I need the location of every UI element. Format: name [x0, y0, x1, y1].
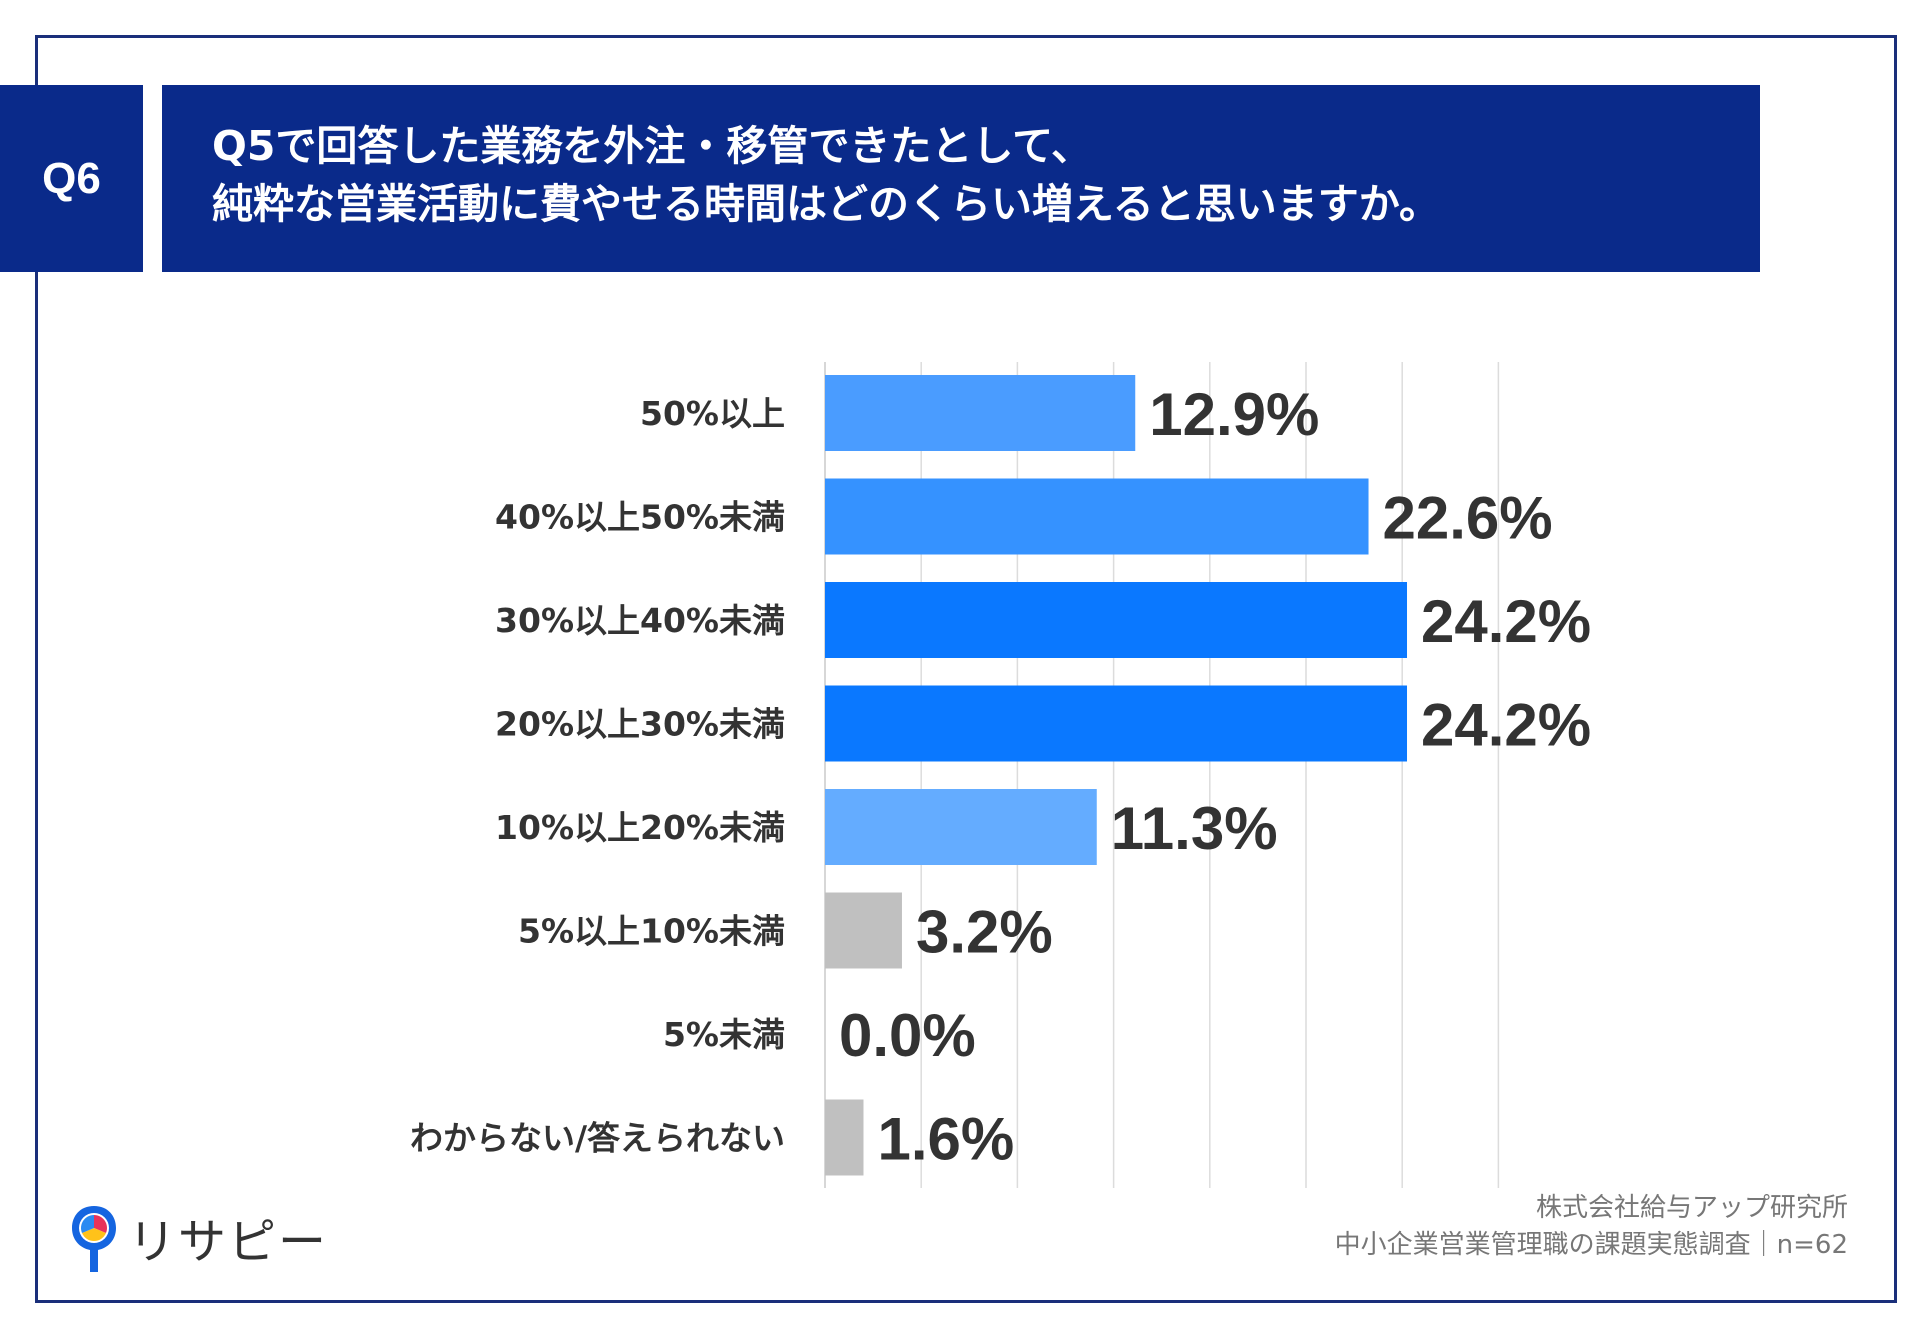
- chart-frame: [35, 35, 1897, 1303]
- bar: [825, 375, 1136, 451]
- source-survey: 中小企業営業管理職の課題実態調査｜n=62: [1334, 1230, 1848, 1260]
- source-note: 株式会社給与アップ研究所 中小企業営業管理職の課題実態調査｜n=62: [1335, 1190, 1848, 1264]
- question-tag: Q6: [0, 85, 143, 272]
- value-label: 24.2%: [1421, 692, 1591, 759]
- logo-pin-icon: [72, 1206, 116, 1272]
- bar: [825, 478, 1369, 555]
- bar: [825, 892, 902, 969]
- value-label: 24.2%: [1421, 588, 1591, 655]
- category-label: 30%以上40%未満: [495, 601, 785, 640]
- title-line-1: Q5で回答した業務を外注・移管できたとして、: [212, 122, 1093, 170]
- category-label: 10%以上20%未満: [495, 808, 785, 847]
- risapi-logo: リサピー: [68, 1202, 326, 1276]
- bar: [825, 685, 1408, 762]
- value-label: 11.3%: [1111, 795, 1278, 862]
- category-label: 40%以上50%未満: [495, 498, 785, 537]
- bar: [825, 789, 1097, 865]
- value-label: 22.6%: [1383, 485, 1553, 552]
- value-label: 1.6%: [877, 1106, 1014, 1173]
- category-label: 20%以上30%未満: [495, 705, 785, 744]
- source-company: 株式会社給与アップ研究所: [1535, 1193, 1848, 1223]
- value-label: 3.2%: [916, 899, 1053, 966]
- logo-text: リサピー: [128, 1214, 329, 1270]
- title-line-2: 純粋な営業活動に費やせる時間はどのくらい増えると思いますか。: [212, 180, 1440, 228]
- category-label: 5%未満: [663, 1015, 785, 1054]
- bar: [825, 1099, 864, 1176]
- category-label: 50%以上: [640, 394, 785, 433]
- question-title: Q5で回答した業務を外注・移管できたとして、 純粋な営業活動に費やせる時間はどの…: [162, 85, 1760, 272]
- category-label: わからない/答えられない: [410, 1119, 785, 1158]
- value-label: 0.0%: [839, 1002, 976, 1069]
- value-label: 12.9%: [1149, 381, 1319, 448]
- bar: [825, 582, 1408, 658]
- category-label: 5%以上10%未満: [518, 912, 785, 951]
